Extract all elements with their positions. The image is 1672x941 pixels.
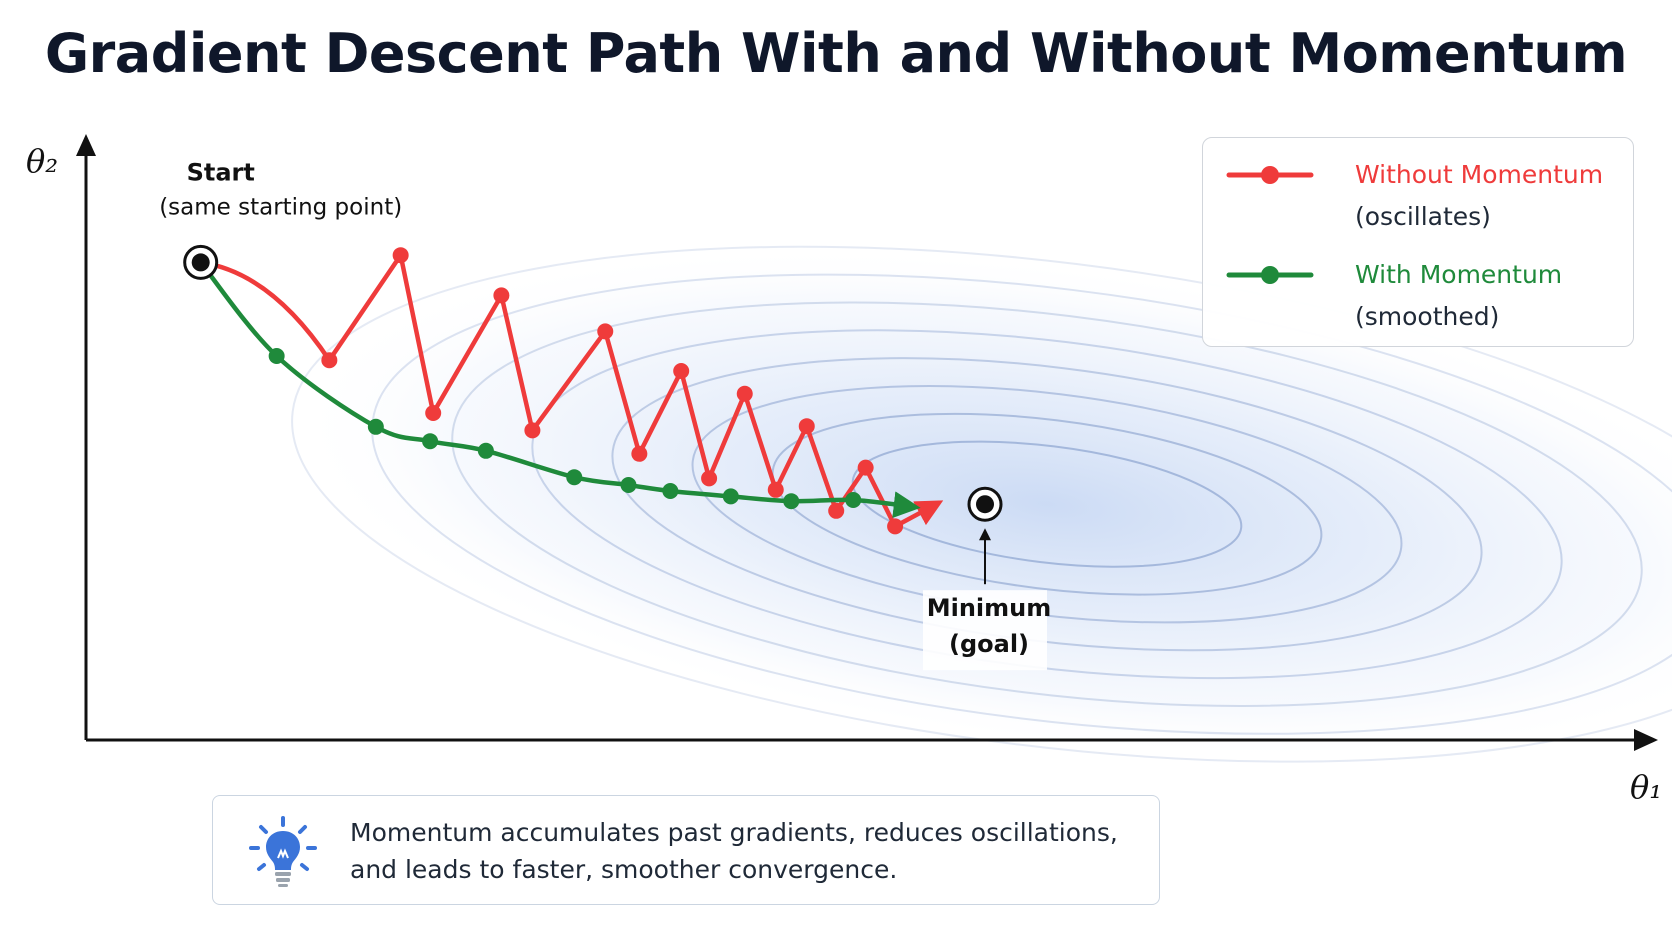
legend-sublabel-smoothed: (smoothed) (1355, 302, 1500, 331)
data-point-without-momentum (857, 459, 874, 476)
contour-line (291, 245, 1672, 763)
y-axis-label: θ₂ (26, 142, 58, 180)
data-point-with-momentum (783, 493, 800, 510)
y-axis-arrowhead (76, 134, 96, 156)
contour-line (851, 440, 1243, 568)
legend-sublabel-oscillates: (oscillates) (1355, 202, 1491, 231)
chart-title: Gradient Descent Path With and Without M… (44, 22, 1628, 85)
axes-layer: θ₁ θ₂ (26, 134, 1662, 806)
minimum-pointer-head (979, 528, 991, 541)
contour-basin-fill (292, 246, 1672, 762)
note-line-2: and leads to faster, smoother convergenc… (350, 855, 898, 884)
legend-swatch-with-momentum (1226, 266, 1314, 284)
series-layer (198, 247, 944, 535)
data-point-without-momentum (493, 287, 510, 304)
start-sublabel: (same starting point) (159, 194, 402, 220)
legend-swatch-without-momentum (1226, 166, 1314, 184)
minimum-label: Minimum (927, 594, 1052, 622)
data-point-with-momentum (268, 348, 285, 364)
contour-line (771, 412, 1323, 596)
data-point-without-momentum (673, 363, 690, 379)
data-point-with-momentum (422, 433, 439, 450)
legend-label-without-momentum: Without Momentum (1355, 160, 1604, 189)
start-marker-dot (191, 253, 210, 272)
contour-line (451, 301, 1643, 707)
legend: Without Momentum (oscillates) With Momen… (1202, 137, 1634, 347)
data-point-with-momentum (367, 418, 384, 435)
data-point-with-momentum (845, 492, 862, 508)
start-label: Start (187, 158, 255, 186)
data-point-without-momentum (524, 422, 541, 439)
x-axis-arrowhead (1634, 729, 1658, 751)
data-point-with-momentum (566, 469, 583, 486)
minimum-label-bg (923, 590, 1047, 671)
legend-label-with-momentum: With Momentum (1355, 260, 1563, 289)
data-point-without-momentum (798, 418, 815, 435)
data-point-without-momentum (887, 518, 904, 535)
note-line-1: Momentum accumulates past gradients, red… (350, 818, 1118, 847)
lightbulb-icon (249, 816, 317, 887)
data-point-without-momentum (597, 323, 614, 340)
data-point-without-momentum (631, 445, 648, 462)
data-point-with-momentum (662, 483, 679, 499)
data-point-without-momentum (736, 385, 753, 402)
minimum-marker-dot (976, 495, 994, 514)
data-point-without-momentum (425, 405, 442, 421)
data-point-without-momentum (392, 247, 409, 264)
data-point-with-momentum (620, 477, 637, 493)
data-point-without-momentum (321, 352, 338, 369)
x-axis-label: θ₁ (1630, 768, 1662, 806)
points-layer: Start (same starting point) Minimum (goal) (159, 158, 1052, 671)
data-point-with-momentum (477, 442, 494, 459)
data-point-without-momentum (767, 481, 784, 498)
note-box: Momentum accumulates past gradients, red… (212, 795, 1160, 905)
minimum-sublabel: (goal) (949, 630, 1029, 658)
data-point-without-momentum (701, 470, 718, 487)
data-point-without-momentum (828, 502, 845, 519)
data-point-with-momentum (722, 488, 739, 505)
